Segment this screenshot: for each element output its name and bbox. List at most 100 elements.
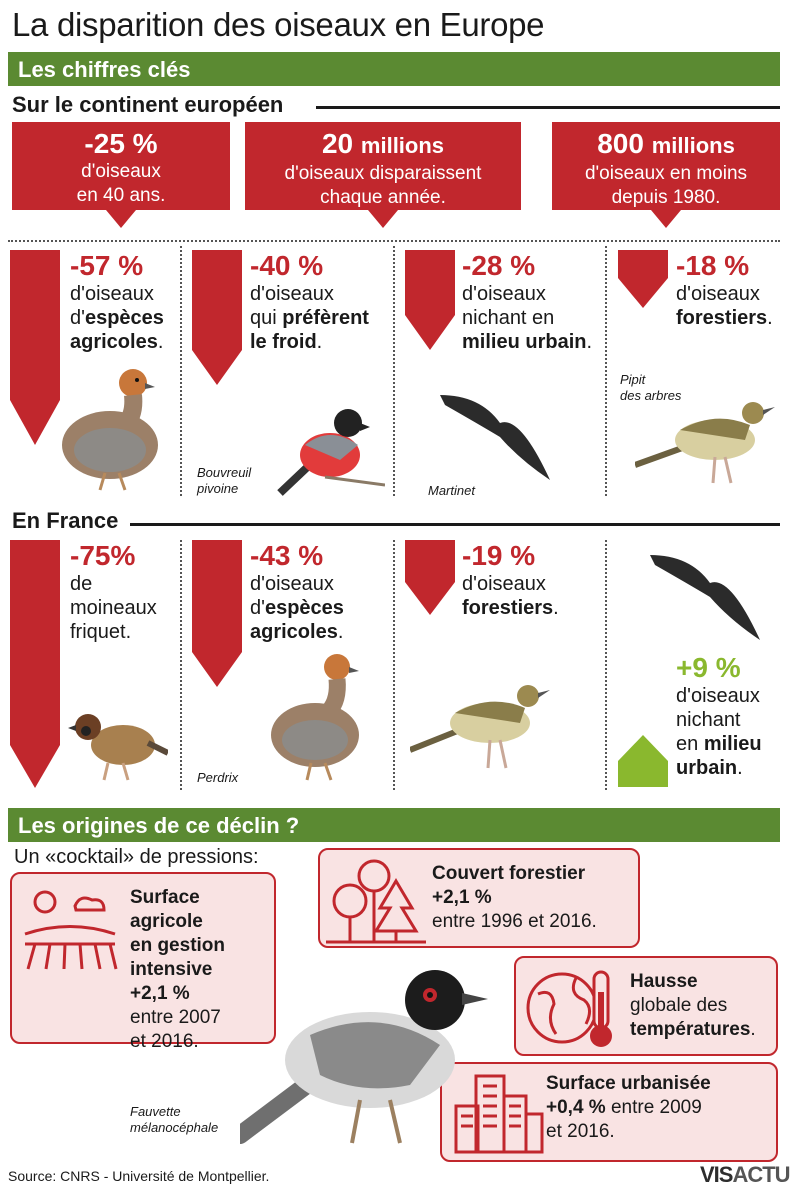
bird-caption: Pipit des arbres [620,372,681,404]
bird-caption: Fauvette mélanocéphale [130,1104,218,1136]
caption-text: Fauvette [130,1104,181,1119]
stat-emph: préfèrent [282,307,369,329]
key-figure-value: 800 [597,128,644,159]
pressure-title: . [750,1019,756,1040]
pressure-title: Surface urbanisée [546,1073,711,1094]
farmland-icon [24,890,118,970]
pressure-title: températures [630,1019,751,1040]
key-figure-value: -25 % [84,128,158,159]
logo-text: ACTU [732,1162,790,1187]
swift-illustration [440,395,550,480]
stat-block: -40 % d'oiseaux qui préfèrent le froid. [250,250,369,354]
stat-percent: -18 % [676,250,750,281]
stat-percent: -75% [70,540,136,571]
heading-rule [316,106,780,109]
stat-text: . [737,757,743,779]
bullfinch-illustration [277,409,385,496]
decline-arrow-icon [618,250,668,308]
swift-illustration [650,555,760,640]
pressure-title: Surface agricole [130,887,203,932]
key-figure-text: d'oiseaux en moins [584,163,748,184]
stat-text: . [553,597,559,619]
stat-emph: le froid [250,331,317,353]
stat-block: +9 % d'oiseaux nichant en milieu urbain. [676,652,762,780]
key-figure-box: 20 millions d'oiseaux disparaissent chaq… [245,122,521,228]
stat-text: nichant en [462,307,555,329]
stat-emph: urbain [676,757,738,779]
caption-text: mélanocéphale [130,1120,219,1135]
stat-percent: -40 % [250,250,324,281]
pressure-box-forest: Couvert forestier +2,1 % entre 1996 et 2… [318,848,640,948]
stat-emph: forestiers [676,307,768,329]
stat-block: -18 % d'oiseaux forestiers. [676,250,773,330]
stat-emph: forestiers [462,597,554,619]
decline-arrow-icon [405,540,455,615]
pressure-title: globale des [630,995,728,1016]
red-banner-shape [12,122,230,228]
stat-text: friquet. [70,621,132,643]
globe-thermometer-icon [526,970,612,1047]
pressure-value: +2,1 % [130,983,190,1004]
pressure-period: entre 2009 [605,1097,702,1118]
pipit-illustration [635,402,775,484]
stat-emph: agricoles [250,621,338,643]
sparrow-illustration [68,714,168,781]
stat-emph: espèces [84,307,164,329]
visactu-logo: VISACTU [700,1162,791,1188]
bird-caption: Perdrix [197,770,239,785]
intro-text: Un «cocktail» de pressions: [14,846,259,868]
page-title: La disparition des oiseaux en Europe [12,6,545,43]
stat-emph: agricoles [70,331,158,353]
stat-text: d'oiseaux [462,573,546,595]
stat-text: moineaux [70,597,157,619]
pressure-title: Couvert forestier [432,863,586,884]
increase-arrow-icon [618,735,668,787]
stat-percent: +9 % [676,652,741,683]
decline-arrow-icon [405,250,455,350]
pressure-value: +2,1 % [432,887,492,908]
key-figure-unit: millions [651,133,735,158]
key-figure-box: 800 millions d'oiseaux en moins depuis 1… [552,122,780,228]
pressure-title: Hausse [630,971,698,992]
stat-text: nichant [676,709,741,731]
stat-text: d'oiseaux [70,283,154,305]
stat-percent: -57 % [70,250,144,281]
key-figure-text: d'oiseaux disparaissent [284,163,482,184]
stat-text: . [767,307,773,329]
key-figure-text: chaque année. [320,187,446,208]
stat-percent: -28 % [462,250,536,281]
pressure-period: et 2016. [546,1121,615,1142]
stat-text: . [157,331,164,353]
stat-text: d' [70,307,85,329]
pressure-title: en gestion [130,935,226,956]
partridge-illustration [62,369,158,491]
stat-emph: milieu [703,733,762,755]
stat-percent: -19 % [462,540,536,571]
key-figure-text: en 40 ans. [76,185,166,206]
pressure-title: intensive [130,959,213,980]
pressure-value: +0,4 % [546,1097,606,1118]
stat-percent: -43 % [250,540,324,571]
caption-text: Pipit [620,372,646,387]
red-banner-shape [245,122,521,228]
decline-arrow-icon [192,250,242,385]
stat-emph: milieu urbain [462,331,587,353]
pressure-period: entre 2007 [130,1007,221,1028]
bird-caption: Martinet [428,483,475,498]
stat-text: d'oiseaux [250,573,334,595]
forest-icon [326,859,426,944]
caption-text: des arbres [620,388,682,403]
stat-text: d'oiseaux [676,283,760,305]
bird-caption: Bouvreuil pivoine [197,465,251,497]
stat-text: d' [250,597,265,619]
logo-text: VIS [700,1162,733,1187]
section-band-key-figures: Les chiffres clés [8,52,780,86]
key-figure-unit: millions [360,133,445,158]
pressure-period: et 2016. [130,1031,199,1052]
pressure-box-urban: Surface urbanisée +0,4 % entre 2009 et 2… [440,1062,778,1162]
stat-block: -43 % d'oiseaux d'espèces agricoles. [250,540,344,644]
stat-block: -75% de moineaux friquet. [70,540,157,644]
pressure-period: entre 1996 et 2016. [432,911,597,932]
decline-arrow-icon [192,540,242,687]
divider [8,240,780,242]
